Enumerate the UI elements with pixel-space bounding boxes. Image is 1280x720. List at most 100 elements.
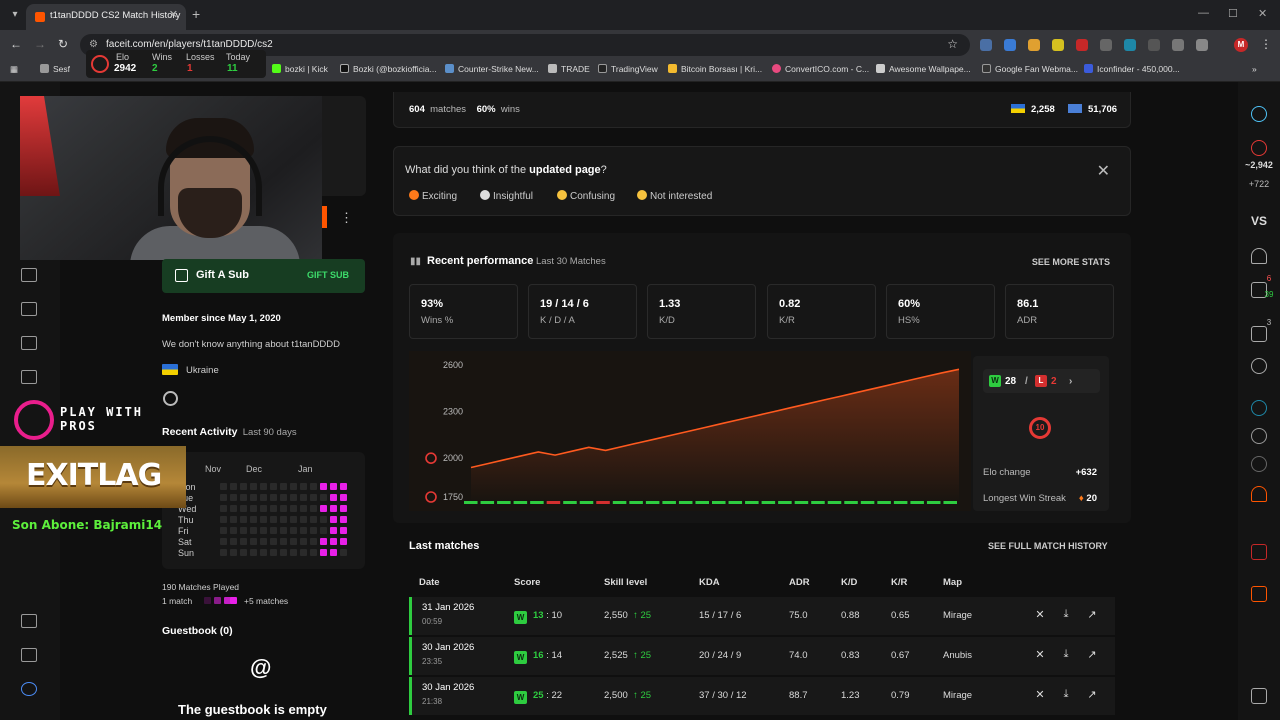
- heatmap-cell[interactable]: [240, 494, 247, 501]
- match-result-bar[interactable]: [860, 501, 875, 504]
- party-icon[interactable]: [1251, 326, 1267, 342]
- heatmap-cell[interactable]: [280, 516, 287, 523]
- heatmap-cell[interactable]: [320, 549, 327, 556]
- external-link-icon[interactable]: ↗: [1087, 689, 1097, 701]
- heatmap-cell[interactable]: [340, 494, 347, 501]
- heatmap-cell[interactable]: [330, 549, 337, 556]
- match-result-bar[interactable]: [513, 501, 528, 504]
- heatmap-cell[interactable]: [280, 494, 287, 501]
- match-result-bar[interactable]: [794, 501, 809, 504]
- extension-icon[interactable]: [1004, 39, 1016, 51]
- maximize-icon[interactable]: ☐: [1228, 8, 1238, 20]
- heatmap-cell[interactable]: [230, 538, 237, 545]
- match-result-bar[interactable]: [761, 501, 776, 504]
- bookmark-item[interactable]: TradingView: [598, 64, 658, 74]
- heatmap-cell[interactable]: [340, 549, 347, 556]
- tab-close-icon[interactable]: ✕: [168, 9, 178, 21]
- match-result-bar[interactable]: [695, 501, 709, 504]
- heatmap-cell[interactable]: [310, 483, 317, 490]
- heatmap-cell[interactable]: [270, 505, 277, 512]
- heatmap-cell[interactable]: [220, 483, 227, 490]
- match-result-bar[interactable]: [497, 501, 511, 504]
- heatmap-cell[interactable]: [340, 538, 347, 545]
- table-row[interactable]: 30 Jan 2026 23:35 W 16 : 14 2,525 ↑ 25 20…: [409, 637, 1115, 675]
- feedback-close-icon[interactable]: ✕: [1096, 163, 1110, 180]
- club-avatar-icon[interactable]: [1251, 428, 1267, 444]
- heatmap-cell[interactable]: [300, 549, 307, 556]
- heatmap-cell[interactable]: [320, 527, 327, 534]
- heatmap-cell[interactable]: [270, 483, 277, 490]
- extension-icon[interactable]: [1124, 39, 1136, 51]
- bookmark-item[interactable]: Sesf: [40, 64, 70, 74]
- profile-more-icon[interactable]: ⋮: [340, 210, 353, 225]
- extension-icon[interactable]: [1052, 39, 1064, 51]
- club-avatar-icon[interactable]: [1251, 456, 1267, 472]
- heatmap-cell[interactable]: [290, 538, 297, 545]
- bookmark-item[interactable]: Bozki (@bozkioffiсia...: [340, 64, 437, 74]
- bookmark-item[interactable]: Awesome Wallpape...: [876, 64, 971, 74]
- forward-icon[interactable]: →: [34, 37, 46, 51]
- heatmap-cell[interactable]: [240, 538, 247, 545]
- match-result-bar[interactable]: [579, 501, 594, 504]
- heatmap-cell[interactable]: [280, 538, 287, 545]
- heatmap-cell[interactable]: [270, 538, 277, 545]
- profile-avatar[interactable]: M: [1234, 38, 1248, 52]
- heatmap-cell[interactable]: [220, 549, 227, 556]
- heatmap-cell[interactable]: [260, 527, 267, 534]
- crosshair-icon[interactable]: ✕: [1035, 609, 1045, 621]
- heatmap-cell[interactable]: [280, 483, 287, 490]
- chip-icon[interactable]: [1251, 586, 1267, 602]
- heatmap-cell[interactable]: [240, 483, 247, 490]
- match-result-bar[interactable]: [546, 501, 561, 504]
- heatmap-cell[interactable]: [320, 538, 327, 545]
- back-icon[interactable]: ←: [10, 37, 22, 51]
- notifications-bell-icon[interactable]: [1251, 248, 1267, 264]
- heatmap-cell[interactable]: [340, 483, 347, 490]
- apps-grid-icon[interactable]: ▦: [10, 64, 19, 74]
- friends-icon[interactable]: [1251, 282, 1267, 298]
- gift-sub-button[interactable]: GIFT SUB: [307, 270, 349, 280]
- stats-bars-icon[interactable]: [21, 268, 37, 282]
- heatmap-cell[interactable]: [280, 527, 287, 534]
- heatmap-cell[interactable]: [270, 516, 277, 523]
- clipboard-icon[interactable]: [21, 648, 37, 662]
- bookmark-item[interactable]: ConvertICO.com - C...: [772, 64, 869, 74]
- match-result-bar[interactable]: [827, 501, 842, 504]
- heatmap-cell[interactable]: [250, 527, 257, 534]
- heatmap-cell[interactable]: [290, 516, 297, 523]
- steam-icon[interactable]: [163, 391, 178, 406]
- heatmap-cell[interactable]: [310, 549, 317, 556]
- heatmap-cell[interactable]: [260, 505, 267, 512]
- heatmap-cell[interactable]: [220, 516, 227, 523]
- download-icon[interactable]: ⤓: [1063, 688, 1069, 700]
- heatmap-cell[interactable]: [230, 505, 237, 512]
- match-result-bar[interactable]: [877, 501, 891, 504]
- gift-sub-card[interactable]: Gift A Sub GIFT SUB: [162, 259, 365, 293]
- heatmap-cell[interactable]: [250, 505, 257, 512]
- crosshair-icon[interactable]: ✕: [1035, 649, 1045, 661]
- heatmap-cell[interactable]: [310, 505, 317, 512]
- heatmap-cell[interactable]: [260, 549, 267, 556]
- add-circle-icon[interactable]: [1251, 358, 1267, 374]
- extension-icon[interactable]: [1100, 39, 1112, 51]
- heatmap-cell[interactable]: [330, 494, 337, 501]
- heatmap-cell[interactable]: [230, 494, 237, 501]
- heatmap-cell[interactable]: [300, 494, 307, 501]
- expand-icon[interactable]: [21, 614, 37, 628]
- crosshair-icon[interactable]: ✕: [1035, 689, 1045, 701]
- heatmap-cell[interactable]: [260, 494, 267, 501]
- match-result-bar[interactable]: [662, 501, 676, 504]
- match-result-bar[interactable]: [678, 501, 693, 504]
- bookmark-item[interactable]: Counter-Strike New...: [445, 64, 539, 74]
- table-row[interactable]: 31 Jan 2026 00:59 W 13 : 10 2,550 ↑ 25 15…: [409, 597, 1115, 635]
- heatmap-cell[interactable]: [320, 483, 327, 490]
- heatmap-cell[interactable]: [220, 538, 227, 545]
- url-text[interactable]: faceit.com/en/players/t1tanDDDD/cs2: [106, 39, 273, 50]
- win-loss-summary[interactable]: W 28 / L 2 ›: [983, 369, 1100, 393]
- heatmap-cell[interactable]: [230, 483, 237, 490]
- heatmap-cell[interactable]: [330, 516, 337, 523]
- heatmap-cell[interactable]: [290, 549, 297, 556]
- heatmap-cell[interactable]: [270, 527, 277, 534]
- extensions-puzzle-icon[interactable]: [1196, 39, 1208, 51]
- feedback-option-insightful[interactable]: Insightful: [480, 190, 533, 202]
